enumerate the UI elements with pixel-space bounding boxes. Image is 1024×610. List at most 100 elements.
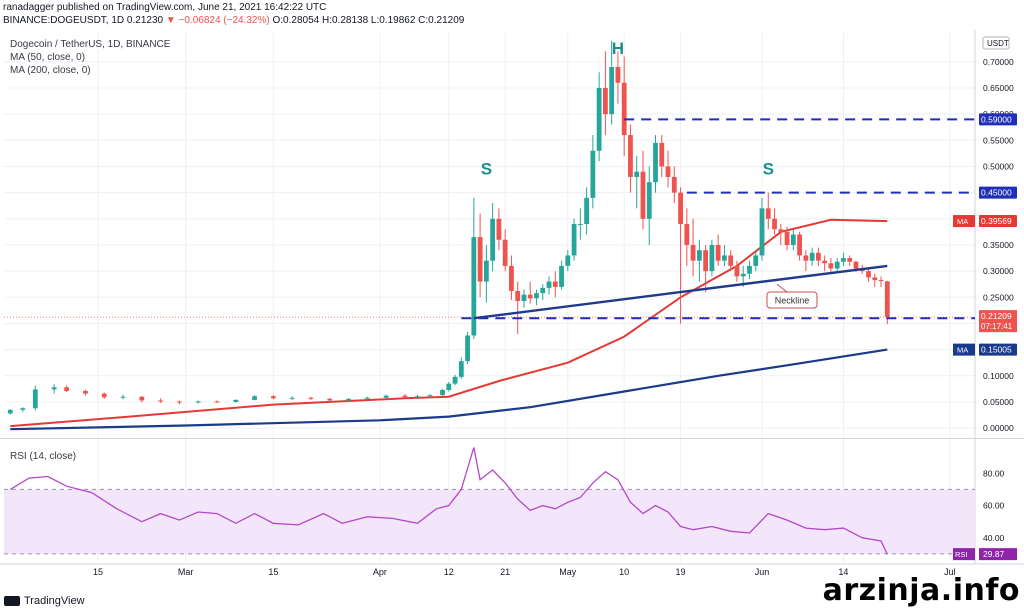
x-tick-label: Jun	[755, 567, 770, 577]
candle	[684, 208, 690, 266]
y-tick-label: 0.35000	[983, 240, 1014, 250]
candle-body	[83, 390, 88, 394]
candle	[471, 197, 477, 340]
candle	[790, 229, 796, 251]
rsi-tick-label: 40.00	[983, 533, 1005, 543]
candle-body	[703, 250, 709, 272]
candle	[822, 255, 828, 272]
candle-body	[32, 389, 38, 409]
candle-body	[509, 265, 514, 292]
candle-body	[546, 281, 552, 288]
candle	[696, 239, 702, 282]
candle-body	[659, 142, 665, 167]
rsi-tag-box	[953, 548, 975, 561]
candle-body	[521, 294, 527, 301]
candle-body	[728, 255, 734, 266]
candle	[634, 155, 640, 209]
candle	[628, 124, 633, 193]
candle-body	[139, 396, 145, 401]
candle	[841, 252, 846, 266]
candle-body	[615, 67, 621, 83]
candle	[540, 284, 546, 300]
ohlc-values: O:0.28054 H:0.28138 L:0.19862 C:0.21209	[272, 15, 465, 26]
candle-body	[346, 398, 351, 401]
candle	[678, 187, 683, 324]
candle	[659, 135, 665, 177]
candle	[577, 208, 583, 240]
ma50-badge-box	[979, 215, 1017, 228]
candle-body	[690, 244, 696, 261]
rsi-legend[interactable]: RSI (14, close)	[10, 451, 77, 462]
candle	[878, 276, 884, 287]
level-badge-box	[979, 113, 1017, 126]
candle-body	[571, 224, 577, 256]
x-tick-label: 15	[93, 567, 103, 577]
candle	[834, 258, 840, 272]
x-tick-label: 19	[676, 567, 686, 577]
candle	[233, 399, 239, 403]
candle	[458, 357, 464, 379]
candle-body	[471, 237, 477, 336]
candle-body	[734, 265, 740, 277]
candle-body	[602, 87, 608, 115]
candle	[415, 394, 420, 399]
candle-body	[308, 397, 314, 399]
candle	[446, 382, 452, 392]
candle	[671, 166, 677, 204]
ticker-line: BINANCE:DOGEUSDT, 1D 0.21230 ▼ −0.06824 …	[3, 15, 464, 26]
candle	[509, 255, 514, 300]
candle-body	[853, 261, 859, 269]
candle-body	[815, 252, 821, 261]
candle-body	[753, 255, 759, 266]
candle-body	[866, 271, 871, 278]
candle-body	[834, 261, 840, 269]
candle-body	[427, 395, 433, 397]
candle	[327, 397, 333, 402]
candle	[747, 260, 752, 279]
candle	[722, 244, 727, 266]
candle-body	[678, 192, 683, 225]
candle	[527, 281, 533, 304]
y-tick-label: 0.10000	[983, 371, 1014, 381]
x-tick-label: 14	[838, 567, 848, 577]
candle	[797, 231, 802, 261]
candle	[709, 239, 715, 277]
ma50-legend[interactable]: MA (50, close, 0)	[10, 52, 86, 63]
countdown-badge: 07:17:41	[981, 322, 1013, 331]
candle-body	[590, 150, 596, 198]
candle	[565, 250, 571, 272]
candle	[884, 280, 890, 325]
ma200-badge-box	[979, 343, 1017, 356]
tradingview-brand: TradingView	[24, 595, 85, 607]
candle	[546, 276, 552, 295]
tradingview-logo[interactable]: TradingView	[4, 595, 85, 607]
rsi-tick-label: 60.00	[983, 501, 1005, 511]
y-tick-label: 0.25000	[983, 292, 1014, 302]
candle-body	[490, 218, 496, 261]
candle	[653, 135, 658, 193]
candle-body	[665, 166, 671, 177]
candle	[346, 398, 351, 402]
pane-title: Dogecoin / TetherUS, 1D, BINANCE	[10, 39, 171, 50]
grid	[4, 33, 975, 562]
candle	[32, 385, 38, 411]
candle-body	[634, 171, 640, 177]
candle-body	[577, 224, 583, 226]
ma200-badge-tag: MA	[957, 346, 968, 355]
rsi-tag: RSI	[955, 550, 968, 559]
candle-body	[477, 237, 483, 282]
candle-body	[7, 409, 13, 414]
candle	[621, 56, 627, 156]
candle	[728, 250, 734, 272]
pattern-label: H	[612, 39, 624, 58]
candle	[440, 388, 445, 396]
candle-body	[609, 67, 615, 115]
candle	[809, 247, 815, 266]
y-tick-label: 0.65000	[983, 83, 1014, 93]
watermark: arzinja.info	[822, 573, 1020, 608]
candle	[521, 289, 527, 308]
ma200-legend[interactable]: MA (200, close, 0)	[10, 65, 91, 76]
rsi-tick-label: 80.00	[983, 468, 1005, 478]
candle-body	[101, 393, 107, 398]
